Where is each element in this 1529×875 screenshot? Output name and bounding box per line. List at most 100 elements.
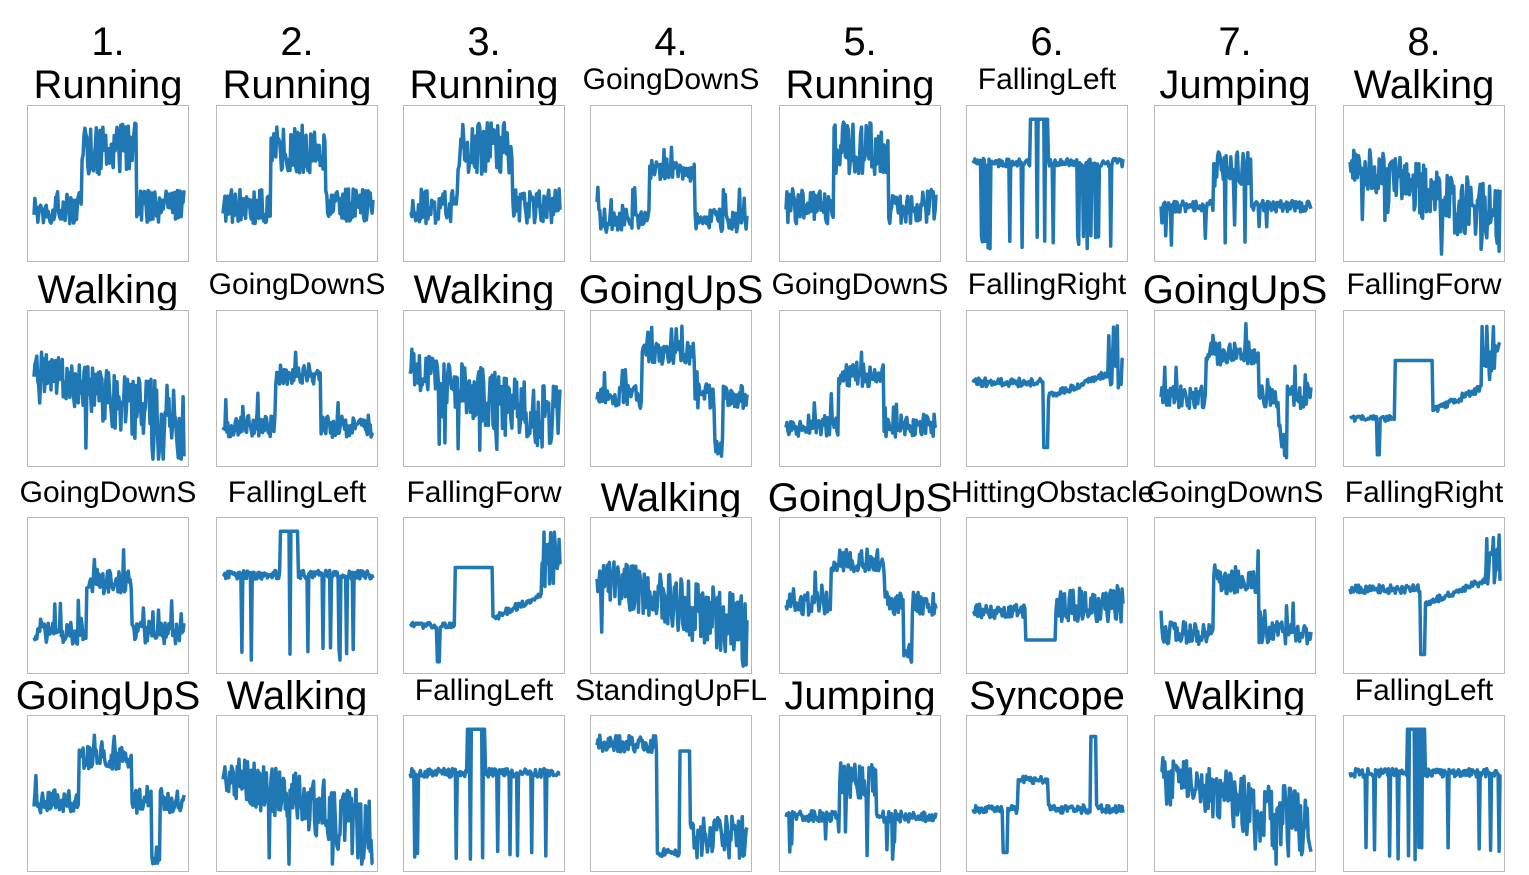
- panel-title: FallingForw: [406, 476, 562, 509]
- signal-line: [971, 324, 1125, 450]
- signal-plot: [32, 121, 186, 226]
- panel-title: Running: [785, 63, 935, 107]
- panel-title: Walking: [1164, 674, 1306, 718]
- signal-line: [221, 757, 374, 866]
- signal-line: [408, 530, 562, 664]
- panel-plot: [27, 517, 189, 674]
- signal-line: [409, 120, 562, 226]
- panel-title: Running: [222, 63, 372, 107]
- panel-title: Jumping: [1159, 63, 1311, 107]
- signal-plot: [595, 733, 749, 860]
- panel-plot: [779, 310, 941, 467]
- column-number: 7.: [1218, 20, 1252, 64]
- signal-plot: [32, 350, 186, 461]
- panel-plot: [403, 517, 565, 674]
- signal-line: [971, 734, 1125, 855]
- panel-plot: [216, 310, 378, 467]
- panel-plot: [590, 310, 752, 467]
- signal-line: [221, 123, 375, 226]
- signal-line: [32, 548, 186, 646]
- panel-plot: [1154, 715, 1316, 872]
- signal-plot: [971, 117, 1125, 251]
- signal-line: [784, 761, 938, 861]
- panel-title: GoingUpS: [15, 674, 201, 718]
- panel-plot: [403, 310, 565, 467]
- panel-plot: [966, 517, 1128, 674]
- signal-line: [221, 350, 375, 440]
- panel-plot: [1154, 310, 1316, 467]
- signal-plot: [409, 120, 562, 226]
- panel-title: Syncope: [969, 674, 1125, 718]
- signal-plot: [221, 757, 374, 866]
- column-number: 8.: [1407, 20, 1441, 64]
- signal-plot: [784, 761, 938, 861]
- panel-title: GoingUpS: [578, 268, 764, 312]
- signal-line: [784, 547, 938, 664]
- signal-plot: [408, 347, 562, 452]
- panel-title: GoingUpS: [1142, 268, 1328, 312]
- panel-plot: [779, 715, 941, 872]
- panel-plot: [216, 715, 378, 872]
- panel-title: Walking: [37, 268, 179, 312]
- panel-title: GoingDownS: [1146, 476, 1324, 509]
- signal-plot: [784, 120, 938, 226]
- panel-plot: [1343, 715, 1505, 872]
- panel-plot: [1154, 105, 1316, 262]
- column-number: 4.: [654, 20, 688, 64]
- signal-plot: [595, 145, 749, 234]
- signal-line: [32, 350, 186, 461]
- panel-title: GoingUpS: [767, 476, 953, 520]
- panel-title: Running: [33, 63, 183, 107]
- panel-plot: [403, 105, 565, 262]
- signal-plot: [221, 123, 375, 226]
- panel-plot: [216, 105, 378, 262]
- column-number: 2.: [280, 20, 314, 64]
- signal-plot: [1159, 150, 1313, 247]
- panel-plot: [216, 517, 378, 674]
- signal-plot: [1348, 324, 1502, 457]
- signal-line: [408, 347, 562, 452]
- panel-title: Running: [409, 63, 559, 107]
- panel-title: Walking: [600, 476, 742, 520]
- signal-plot: [784, 547, 938, 664]
- panel-title: StandingUpFL: [575, 674, 767, 707]
- signal-line: [32, 121, 186, 226]
- panel-title: GoingDownS: [582, 63, 760, 96]
- signal-plot: [971, 584, 1125, 642]
- signal-line: [1348, 727, 1502, 862]
- signal-line: [595, 733, 749, 860]
- signal-plot: [1159, 321, 1313, 460]
- panel-plot: [590, 517, 752, 674]
- column-number: 3.: [467, 20, 501, 64]
- signal-line: [784, 350, 938, 439]
- panel-title: HittingObstacle: [951, 476, 1155, 509]
- panel-title: Walking: [1353, 63, 1495, 107]
- panel-title: Walking: [413, 268, 555, 312]
- panel-title: FallingLeft: [414, 674, 554, 707]
- column-number: 6.: [1030, 20, 1064, 64]
- signal-line: [1159, 756, 1313, 866]
- panel-title: FallingRight: [1344, 476, 1504, 509]
- panel-plot: [1343, 310, 1505, 467]
- signal-line: [971, 584, 1125, 642]
- panel-title: GoingDownS: [19, 476, 197, 509]
- panel-title: FallingLeft: [1354, 674, 1494, 707]
- signal-line: [1159, 549, 1313, 647]
- signal-plot: [595, 324, 749, 458]
- panel-plot: [966, 715, 1128, 872]
- signal-plot: [221, 350, 375, 440]
- panel-plot: [590, 105, 752, 262]
- signal-line: [595, 560, 749, 668]
- signal-line: [32, 733, 186, 866]
- signal-plot: [1348, 148, 1502, 256]
- signal-plot: [408, 530, 562, 664]
- panel-plot: [1343, 105, 1505, 262]
- panel-plot: [27, 105, 189, 262]
- panel-title: FallingForw: [1346, 268, 1502, 301]
- panel-plot: [403, 715, 565, 872]
- panel-plot: [779, 517, 941, 674]
- panel-plot: [966, 105, 1128, 262]
- panel-title: FallingLeft: [227, 476, 367, 509]
- signal-line: [971, 117, 1125, 251]
